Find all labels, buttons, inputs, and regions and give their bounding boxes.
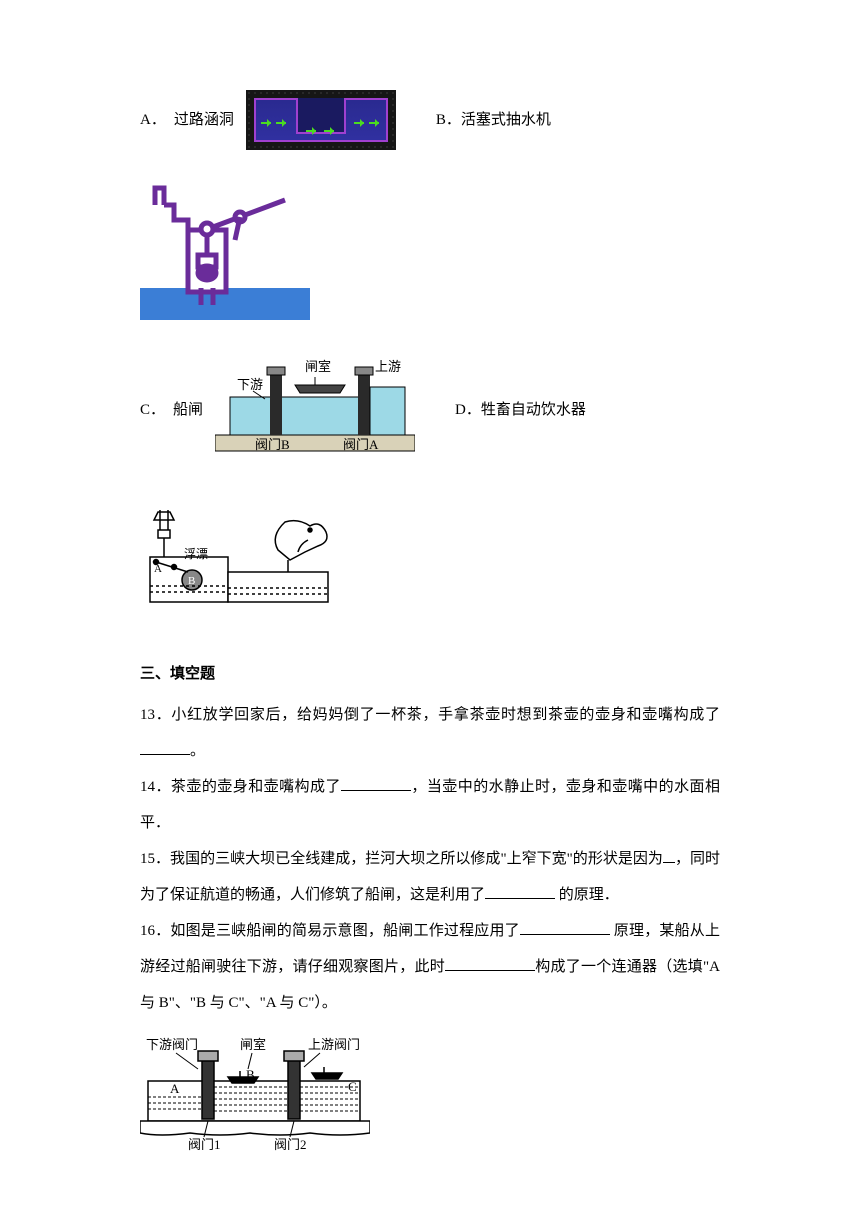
q15-blank1 — [663, 845, 675, 863]
label-upstream: 上游 — [375, 359, 401, 374]
question-15: 15．我国的三峡大坝已全线建成，拦河大坝之所以修成"上窄下宽"的形状是因为，同时… — [140, 841, 720, 913]
q16-label-c: C — [348, 1079, 357, 1094]
option-c-text: 船闸 — [173, 394, 203, 427]
option-c-label: C． — [140, 394, 165, 427]
option-a-text: 过路涵洞 — [174, 104, 234, 137]
q14-num: 14． — [140, 779, 171, 795]
q16-label-valve1: 阀门1 — [188, 1137, 221, 1152]
q16-blank1 — [520, 917, 610, 935]
q14-blank — [341, 773, 411, 791]
question-16: 16．如图是三峡船闸的简易示意图，船闸工作过程应用了 原理，某船从上游经过船闸驶… — [140, 913, 720, 1021]
label-d-b: B — [188, 575, 195, 587]
label-downstream: 下游 — [237, 377, 263, 392]
q15-blank2 — [485, 881, 555, 899]
section-3-title: 三、填空题 — [140, 658, 720, 691]
q16-label-chamber: 闸室 — [240, 1037, 266, 1052]
q16-label-downstream: 下游阀门 — [146, 1037, 198, 1052]
q16-label-upstream: 上游阀门 — [308, 1037, 360, 1052]
option-a-diagram — [246, 90, 396, 150]
q15-num: 15． — [140, 851, 170, 867]
question-14: 14．茶壶的壶身和壶嘴构成了，当壶中的水静止时，壶身和壶嘴中的水面相平． — [140, 769, 720, 841]
q13-text1: 小红放学回家后，给妈妈倒了一杯茶，手拿茶壶时想到茶壶的壶身和壶嘴构成了 — [171, 707, 720, 723]
label-lock-chamber: 闸室 — [305, 359, 331, 374]
q16-label-b: B — [246, 1067, 255, 1082]
option-b-label-text: B．活塞式抽水机 — [436, 104, 551, 137]
q14-text1: 茶壶的壶身和壶嘴构成了 — [171, 779, 341, 795]
q16-text1: 如图是三峡船闸的简易示意图，船闸工作过程应用了 — [170, 923, 519, 939]
label-valve-a: 阀门A — [343, 437, 379, 452]
q16-num: 16． — [140, 923, 170, 939]
option-c-row: C． 船闸 下游 闸室 上游 阀门B 阀门A D．牲畜自动饮水器 — [140, 349, 720, 472]
option-a-label: A． — [140, 104, 166, 137]
question-13: 13．小红放学回家后，给妈妈倒了一杯茶，手拿茶壶时想到茶壶的壶身和壶嘴构成了。 — [140, 697, 720, 769]
q16-label-a: A — [170, 1081, 180, 1096]
q16-diagram: 下游阀门 闸室 上游阀门 A B C 阀门1 阀门2 — [140, 1029, 720, 1167]
q16-label-valve2: 阀门2 — [274, 1137, 307, 1152]
q13-blank — [140, 737, 190, 755]
label-valve-b: 阀门B — [255, 437, 290, 452]
option-d-diagram: 浮漂 A B — [140, 502, 720, 630]
q13-text2: 。 — [190, 743, 205, 759]
q16-blank2 — [445, 953, 535, 971]
label-d-a: A — [154, 563, 162, 575]
label-float: 浮漂 — [184, 547, 208, 561]
q13-num: 13． — [140, 707, 171, 723]
option-a-row: A． 过路涵洞 B．活塞式抽水机 — [140, 90, 720, 150]
option-c-diagram: 下游 闸室 上游 阀门B 阀门A — [215, 349, 415, 472]
q15-text1: 我国的三峡大坝已全线建成，拦河大坝之所以修成"上窄下宽"的形状是因为 — [170, 851, 663, 867]
option-d-label-text: D．牲畜自动饮水器 — [455, 394, 586, 427]
q15-text3: 的原理． — [555, 887, 619, 903]
option-b-diagram — [140, 170, 720, 333]
